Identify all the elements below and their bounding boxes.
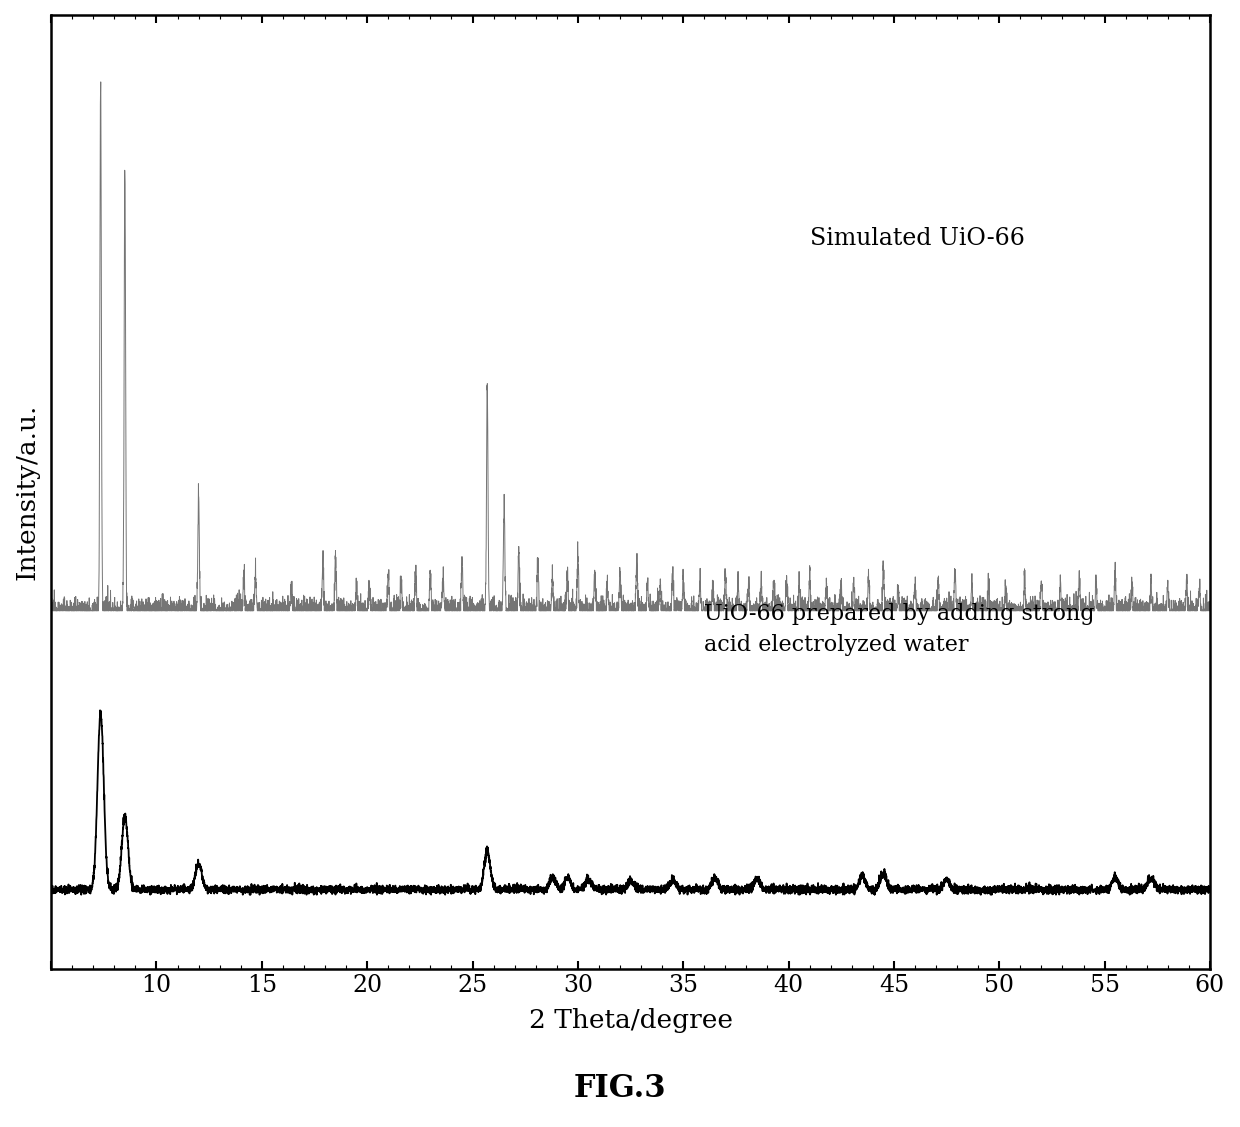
Text: UiO-66 prepared by adding strong
acid electrolyzed water: UiO-66 prepared by adding strong acid el… [704, 603, 1095, 656]
Text: Simulated UiO-66: Simulated UiO-66 [810, 227, 1024, 250]
Y-axis label: Intensity/a.u.: Intensity/a.u. [15, 403, 40, 580]
Text: FIG.3: FIG.3 [574, 1073, 666, 1104]
X-axis label: 2 Theta/degree: 2 Theta/degree [528, 1009, 733, 1033]
